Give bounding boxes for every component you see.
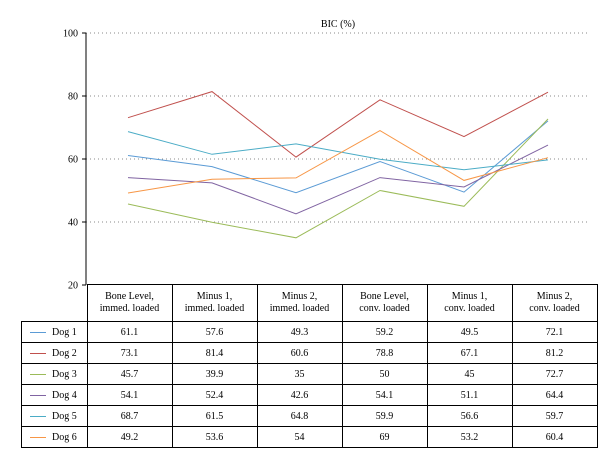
- table-row: Dog 6 49.2 53.6 54 69 53.2 60.4: [21, 426, 598, 448]
- category-header: Bone Level, immed. loaded: [86, 284, 173, 322]
- data-table: Bone Level, immed. loaded Minus 1, immed. l…: [21, 284, 598, 448]
- data-value-cell: 69: [341, 426, 428, 448]
- category-header-line: conv. loaded: [359, 303, 410, 314]
- category-header-line: conv. loaded: [529, 303, 580, 314]
- data-value-cell: 45.7: [86, 363, 173, 385]
- legend-cell: Dog 5: [21, 405, 88, 427]
- legend-swatch: [30, 436, 46, 438]
- table-row: Dog 1 61.1 57.6 49.3 59.2 49.5 72.1: [21, 321, 598, 343]
- legend-swatch: [30, 352, 46, 354]
- legend-label: Dog 1: [52, 326, 77, 338]
- series-line-dog-6: [127, 130, 549, 194]
- data-value-cell: 52.4: [171, 384, 258, 406]
- data-value-cell: 51.1: [426, 384, 513, 406]
- series-line-dog-5: [127, 131, 549, 171]
- legend-label: Dog 3: [52, 368, 77, 380]
- data-value-cell: 61.1: [86, 321, 173, 343]
- category-header-line: immed. loaded: [184, 303, 245, 314]
- category-header: Minus 2, conv. loaded: [511, 284, 598, 322]
- legend-swatch: [30, 331, 46, 333]
- data-value-cell: 59.9: [341, 405, 428, 427]
- data-value-cell: 60.4: [511, 426, 598, 448]
- category-header-line: conv. loaded: [444, 303, 495, 314]
- data-value-cell: 49.3: [256, 321, 343, 343]
- data-value-cell: 54.1: [341, 384, 428, 406]
- data-value-cell: 35: [256, 363, 343, 385]
- legend-cell: Dog 4: [21, 384, 88, 406]
- data-value-cell: 72.7: [511, 363, 598, 385]
- data-value-cell: 54: [256, 426, 343, 448]
- table-header-row: Bone Level, immed. loaded Minus 1, immed. l…: [21, 284, 598, 322]
- series-line-dog-2: [127, 91, 549, 158]
- data-value-cell: 60.6: [256, 342, 343, 364]
- legend-cell: Dog 1: [21, 321, 88, 343]
- data-value-cell: 64.4: [511, 384, 598, 406]
- y-tick-label: 60: [68, 155, 78, 166]
- y-tick-label: 80: [68, 92, 78, 103]
- category-header-line: Bone Level,: [360, 291, 409, 302]
- legend-label: Dog 6: [52, 431, 77, 443]
- data-value-cell: 72.1: [511, 321, 598, 343]
- legend-cell: Dog 2: [21, 342, 88, 364]
- legend-swatch: [30, 394, 46, 396]
- category-header-line: Bone Level,: [105, 291, 154, 302]
- data-value-cell: 78.8: [341, 342, 428, 364]
- gridlines: [86, 32, 590, 223]
- category-header: Bone Level, conv. loaded: [341, 284, 428, 322]
- data-value-cell: 50: [341, 363, 428, 385]
- data-value-cell: 57.6: [171, 321, 258, 343]
- y-tick-label: 40: [68, 218, 78, 229]
- data-value-cell: 56.6: [426, 405, 513, 427]
- legend-swatch: [30, 415, 46, 417]
- legend-cell: Dog 3: [21, 363, 88, 385]
- series-line-dog-3: [127, 118, 549, 239]
- chart-title: BIC (%): [321, 19, 355, 30]
- data-value-cell: 68.7: [86, 405, 173, 427]
- table-row: Dog 2 73.1 81.4 60.6 78.8 67.1 81.2: [21, 342, 598, 364]
- data-value-cell: 64.8: [256, 405, 343, 427]
- category-header-line: Minus 2,: [281, 291, 318, 302]
- data-value-cell: 67.1: [426, 342, 513, 364]
- data-value-cell: 49.2: [86, 426, 173, 448]
- category-header-line: Minus 1,: [451, 291, 488, 302]
- data-value-cell: 81.4: [171, 342, 258, 364]
- data-value-cell: 53.2: [426, 426, 513, 448]
- y-tick-label: 100: [63, 29, 78, 40]
- data-value-cell: 73.1: [86, 342, 173, 364]
- table-row: Dog 4 54.1 52.4 42.6 54.1 51.1 64.4: [21, 384, 598, 406]
- category-header-line: Minus 2,: [536, 291, 573, 302]
- data-value-cell: 59.2: [341, 321, 428, 343]
- series-line-dog-4: [127, 144, 549, 215]
- data-value-cell: 81.2: [511, 342, 598, 364]
- category-header: Minus 1, conv. loaded: [426, 284, 513, 322]
- category-header: Minus 2, immed. loaded: [256, 284, 343, 322]
- data-value-cell: 59.7: [511, 405, 598, 427]
- data-value-cell: 45: [426, 363, 513, 385]
- data-value-cell: 53.6: [171, 426, 258, 448]
- data-value-cell: 54.1: [86, 384, 173, 406]
- data-value-cell: 49.5: [426, 321, 513, 343]
- category-header-line: immed. loaded: [269, 303, 330, 314]
- legend-label: Dog 4: [52, 389, 77, 401]
- series-lines: [127, 91, 549, 239]
- category-header: Minus 1, immed. loaded: [171, 284, 258, 322]
- legend-label: Dog 5: [52, 410, 77, 422]
- category-header-line: immed. loaded: [99, 303, 160, 314]
- category-header-line: Minus 1,: [196, 291, 233, 302]
- table-corner-cell: [21, 284, 88, 322]
- table-row: Dog 5 68.7 61.5 64.8 59.9 56.6 59.7: [21, 405, 598, 427]
- data-value-cell: 61.5: [171, 405, 258, 427]
- legend-label: Dog 2: [52, 347, 77, 359]
- table-row: Dog 3 45.7 39.9 35 50 45 72.7: [21, 363, 598, 385]
- legend-swatch: [30, 373, 46, 375]
- data-value-cell: 39.9: [171, 363, 258, 385]
- legend-cell: Dog 6: [21, 426, 88, 448]
- data-value-cell: 42.6: [256, 384, 343, 406]
